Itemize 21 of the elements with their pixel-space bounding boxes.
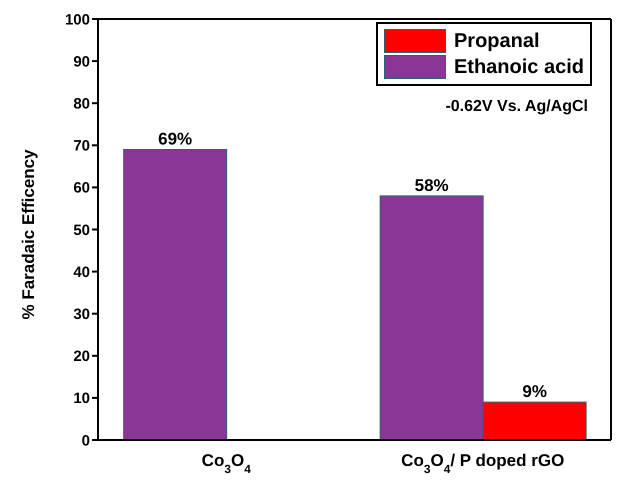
y-tick-label: 10 [73, 390, 90, 408]
legend-label: Ethanoic acid [454, 56, 584, 78]
annotation: -0.62V Vs. Ag/AgCl [445, 98, 588, 116]
y-tick-label: 70 [73, 138, 90, 155]
y-tick-label: 40 [73, 264, 90, 281]
data-label: 58% [414, 176, 449, 195]
bar [123, 149, 228, 440]
y-tick-label: 100 [64, 11, 90, 28]
data-label: 69% [158, 130, 192, 149]
x-tick-label: Co$_{3}$O$_{4}$ [202, 451, 252, 476]
y-tick-label: 20 [73, 348, 90, 366]
y-tick-label: 80 [73, 96, 90, 113]
legend-label: Propanal [454, 30, 540, 52]
y-axis-title: % Faradaic Efficency [19, 148, 38, 320]
y-tick-label: 90 [73, 53, 90, 70]
x-tick-label: Co$_{3}$O$_{4}$/ P doped rGO [401, 451, 564, 476]
y-tick-label: 60 [73, 180, 90, 197]
y-tick-label: 30 [73, 306, 90, 324]
y-tick-label: 0 [82, 432, 90, 450]
data-label: 9% [522, 382, 547, 402]
y-tick-label: 50 [73, 222, 90, 239]
